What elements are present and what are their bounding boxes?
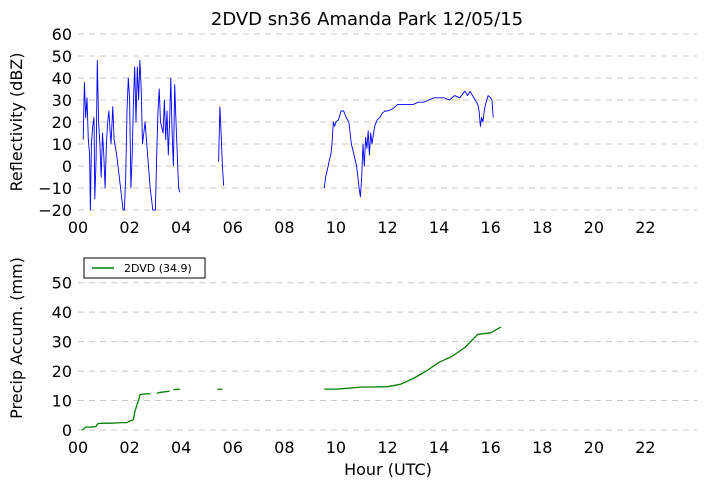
y-tick-label: 30	[52, 91, 72, 110]
reflectivity-series	[82, 59, 494, 211]
y-tick-label: 20	[52, 362, 72, 381]
reflectivity-y-axis-label: Reflectivity (dBZ)	[7, 53, 26, 192]
y-tick-label: 0	[62, 157, 72, 176]
chart-title: 2DVD sn36 Amanda Park 12/05/15	[211, 9, 523, 30]
x-tick-label: 02	[119, 438, 139, 457]
y-tick-label: 30	[52, 333, 72, 352]
y-tick-label: −10	[38, 179, 72, 198]
series-line	[173, 388, 180, 391]
series-line	[156, 390, 170, 394]
x-tick-label: 14	[429, 218, 449, 237]
precip-grid	[78, 282, 697, 431]
y-tick-label: −20	[38, 201, 72, 220]
x-tick-label: 10	[326, 438, 346, 457]
precip-series	[81, 326, 502, 431]
legend-box	[83, 257, 206, 279]
x-tick-label: 20	[584, 218, 604, 237]
x-tick-label: 18	[532, 218, 552, 237]
precip-x-axis-label: Hour (UTC)	[344, 460, 432, 479]
series-line	[82, 59, 181, 211]
precip-y-ticks: 0 10 20 30 40 50	[52, 274, 72, 440]
y-tick-label: 10	[52, 135, 72, 154]
legend-label: 2DVD (34.9)	[124, 262, 192, 275]
reflectivity-y-ticks: −20 −10 0 10 20 30 40 50 60	[38, 25, 72, 220]
y-tick-label: 40	[52, 69, 72, 88]
x-tick-label: 12	[377, 438, 397, 457]
y-tick-label: 10	[52, 392, 72, 411]
x-tick-label: 02	[119, 218, 139, 237]
x-tick-label: 18	[532, 438, 552, 457]
y-tick-label: 40	[52, 303, 72, 322]
x-tick-label: 04	[171, 218, 191, 237]
x-tick-label: 14	[429, 438, 449, 457]
x-tick-label: 04	[171, 438, 191, 457]
x-tick-label: 08	[274, 438, 294, 457]
series-line	[218, 106, 225, 186]
x-tick-label: 22	[635, 218, 655, 237]
y-tick-label: 50	[52, 274, 72, 293]
x-tick-label: 00	[68, 438, 88, 457]
series-line	[81, 393, 151, 431]
y-tick-label: 0	[62, 421, 72, 440]
reflectivity-x-ticks: 00 02 04 06 08 10 12 14 16 18 20 22	[68, 218, 656, 237]
reflectivity-grid	[78, 33, 697, 211]
x-tick-label: 06	[223, 438, 243, 457]
x-tick-label: 08	[274, 218, 294, 237]
x-tick-label: 06	[223, 218, 243, 237]
x-tick-label: 00	[68, 218, 88, 237]
x-tick-label: 16	[480, 438, 500, 457]
x-tick-label: 22	[635, 438, 655, 457]
y-tick-label: 50	[52, 47, 72, 66]
precip-chart: 0 10 20 30 40 50 00 02 04 06 08 10 12 14 16 18 20 22 Pre…	[7, 257, 697, 479]
x-tick-label: 20	[584, 438, 604, 457]
precip-y-axis-label: Precip Accum. (mm)	[7, 257, 26, 419]
series-line	[323, 90, 494, 198]
y-tick-label: 60	[52, 25, 72, 44]
legend: 2DVD (34.9)	[83, 257, 206, 279]
x-tick-label: 10	[326, 218, 346, 237]
precip-x-ticks: 00 02 04 06 08 10 12 14 16 18 20 22	[68, 438, 656, 457]
reflectivity-chart: 2DVD sn36 Amanda Park 12/05/15 −20 −10 0 10…	[7, 9, 697, 237]
x-tick-label: 16	[480, 218, 500, 237]
y-tick-label: 20	[52, 113, 72, 132]
x-tick-label: 12	[377, 218, 397, 237]
series-line	[324, 326, 502, 390]
